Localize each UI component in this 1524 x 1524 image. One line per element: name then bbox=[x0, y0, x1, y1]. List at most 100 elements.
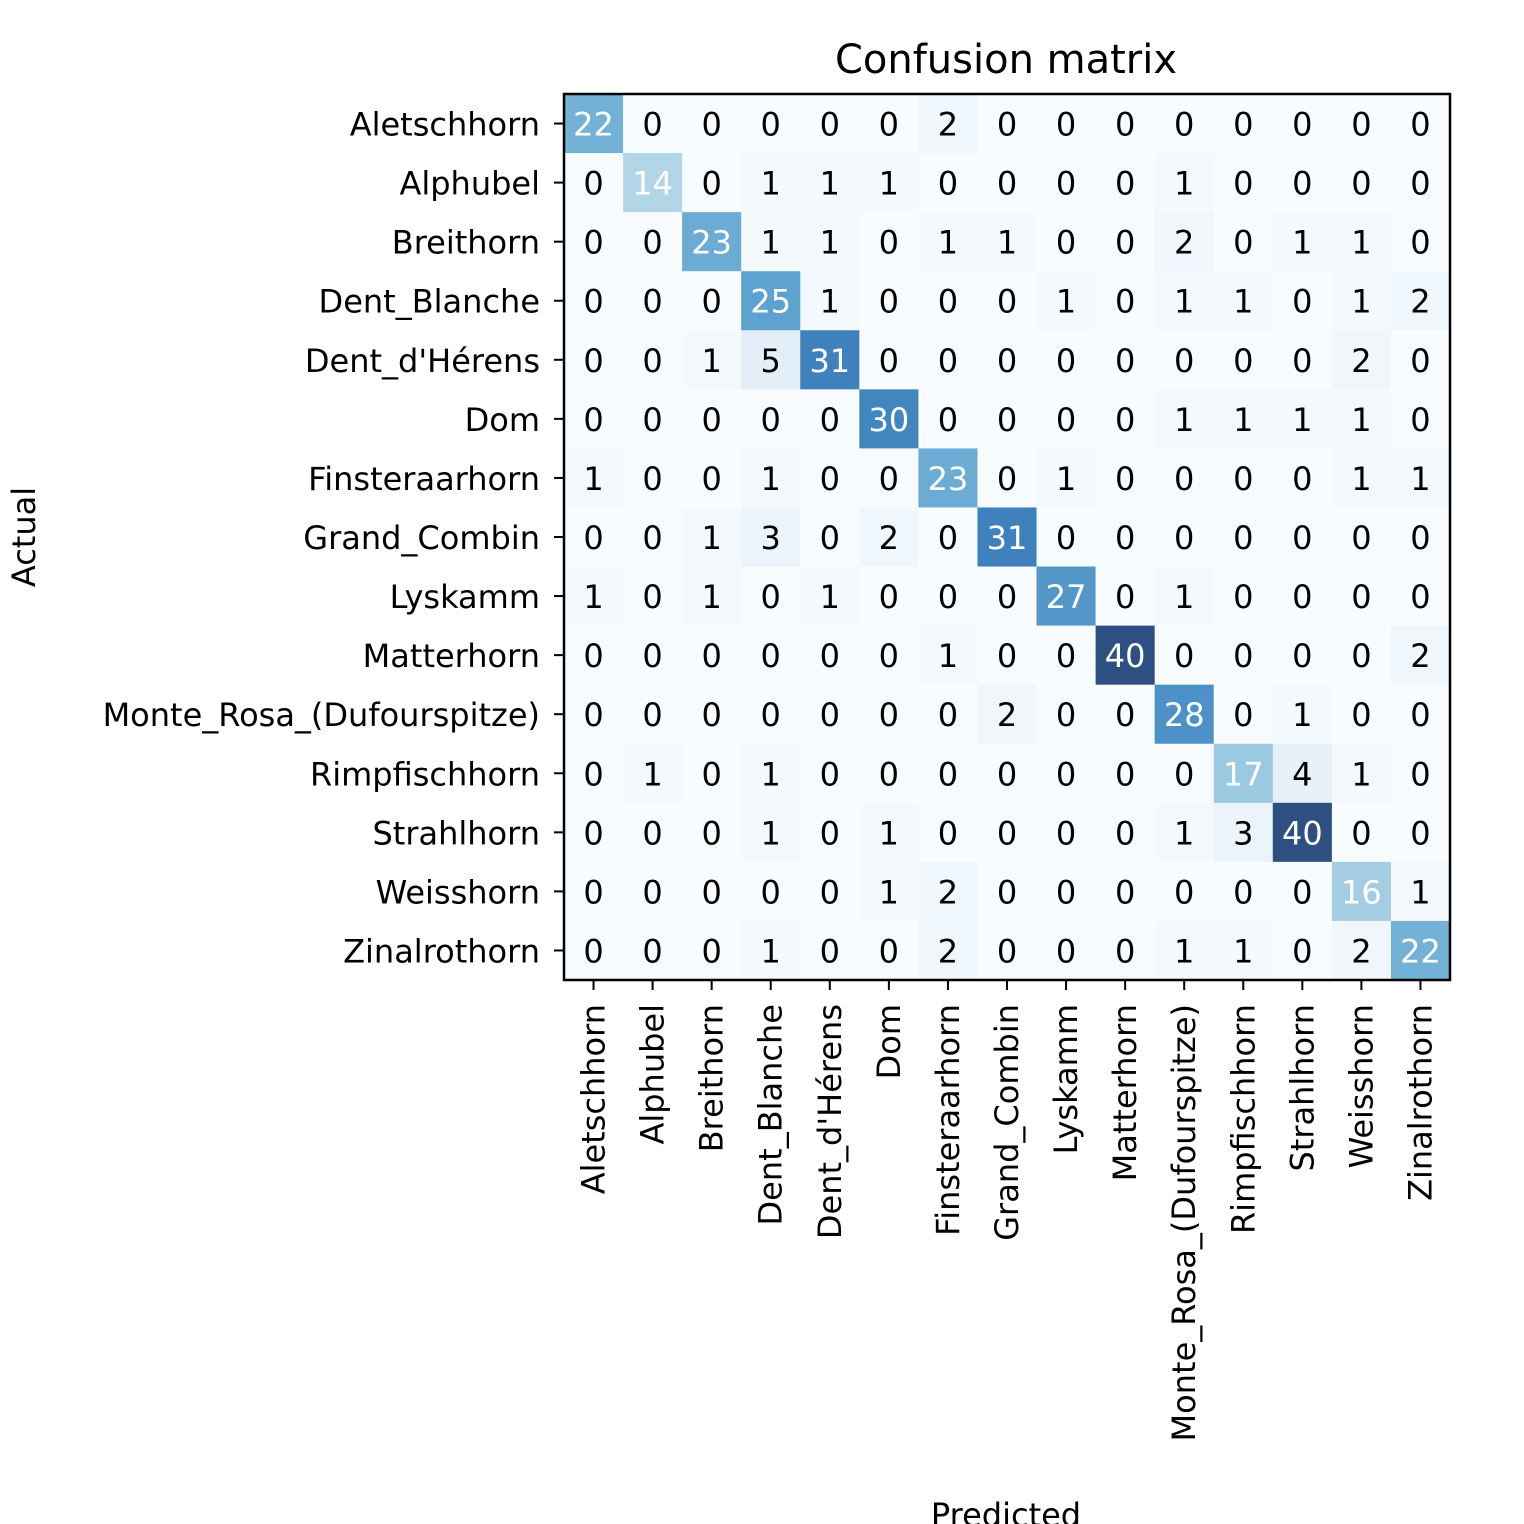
heatmap-cell bbox=[682, 566, 742, 627]
cell-value-label: 0 bbox=[997, 401, 1017, 439]
cell-value-label: 0 bbox=[997, 342, 1017, 380]
x-tick-label: Rimpfischhorn bbox=[1224, 1004, 1262, 1234]
heatmap-cell bbox=[1390, 271, 1451, 331]
x-tick-label: Alphubel bbox=[634, 1004, 672, 1145]
cell-value-label: 0 bbox=[642, 932, 662, 970]
heatmap-cell bbox=[682, 94, 742, 154]
cell-value-label: 0 bbox=[583, 401, 603, 439]
cell-value-label: 0 bbox=[583, 755, 603, 793]
cell-value-label: 0 bbox=[642, 637, 662, 675]
heatmap-cell bbox=[977, 153, 1038, 213]
cell-value-label: 0 bbox=[820, 637, 840, 675]
heatmap-cell bbox=[1213, 507, 1274, 568]
cell-value-label: 1 bbox=[1233, 283, 1253, 321]
heatmap-cell bbox=[918, 920, 978, 981]
cell-value-label: 1 bbox=[1351, 460, 1371, 498]
cell-value-label: 0 bbox=[997, 814, 1017, 852]
cell-value-label: 1 bbox=[701, 342, 721, 380]
cell-value-label: 0 bbox=[820, 755, 840, 793]
heatmap-cell bbox=[859, 920, 919, 981]
cell-value-label: 0 bbox=[701, 283, 721, 321]
heatmap-cell bbox=[741, 920, 801, 981]
cell-value-label: 0 bbox=[642, 814, 662, 852]
cell-value-label: 1 bbox=[1233, 401, 1253, 439]
heatmap-cell bbox=[1390, 920, 1451, 981]
cell-value-label: 0 bbox=[938, 342, 958, 380]
cell-value-label: 0 bbox=[1233, 342, 1253, 380]
heatmap-cell bbox=[1213, 566, 1274, 627]
cell-value-label: 0 bbox=[1115, 696, 1135, 734]
heatmap-cell bbox=[1331, 566, 1392, 627]
heatmap-cell bbox=[1331, 625, 1392, 686]
heatmap-cell bbox=[564, 212, 624, 272]
heatmap-cells bbox=[564, 94, 1451, 981]
heatmap-cell bbox=[977, 330, 1038, 390]
heatmap-cell bbox=[977, 448, 1038, 508]
cell-value-label: 0 bbox=[820, 106, 840, 144]
heatmap-cell bbox=[1272, 153, 1333, 213]
heatmap-cell bbox=[1331, 448, 1392, 508]
cell-value-label: 0 bbox=[1410, 814, 1430, 852]
heatmap-cell bbox=[741, 802, 801, 863]
cell-value-label: 0 bbox=[997, 637, 1017, 675]
cell-value-label: 0 bbox=[583, 932, 603, 970]
cell-value-label: 0 bbox=[1115, 342, 1135, 380]
heatmap-cell bbox=[1331, 684, 1392, 745]
heatmap-cell bbox=[1272, 330, 1333, 390]
cell-value-label: 0 bbox=[642, 106, 662, 144]
cell-value-label: 0 bbox=[583, 165, 603, 203]
x-tick-label: Dom bbox=[870, 1004, 908, 1079]
heatmap-cell bbox=[682, 212, 742, 272]
heatmap-cell bbox=[1036, 625, 1097, 686]
cell-value-label: 0 bbox=[1056, 401, 1076, 439]
cell-value-label: 0 bbox=[761, 696, 781, 734]
cell-value-label: 0 bbox=[1410, 755, 1430, 793]
cell-value-label: 2 bbox=[938, 106, 958, 144]
heatmap-cell bbox=[800, 212, 860, 272]
x-tick-label: Grand_Combin bbox=[988, 1004, 1026, 1241]
cell-value-label: 14 bbox=[632, 165, 673, 203]
cell-value-label: 0 bbox=[583, 814, 603, 852]
cell-value-label: 0 bbox=[1292, 637, 1312, 675]
y-tick-label: Grand_Combin bbox=[303, 519, 540, 557]
heatmap-cell bbox=[1036, 507, 1097, 568]
heatmap-cell bbox=[1154, 94, 1215, 154]
heatmap-cell bbox=[1095, 212, 1156, 272]
cell-value-label: 0 bbox=[1174, 460, 1194, 498]
cell-value-label: 1 bbox=[1351, 401, 1371, 439]
cell-value-label: 0 bbox=[1174, 755, 1194, 793]
y-tick-label: Dent_Blanche bbox=[319, 283, 540, 321]
heatmap-cell bbox=[859, 684, 919, 745]
heatmap-cell bbox=[859, 566, 919, 627]
x-tick-label: Lyskamm bbox=[1047, 1004, 1085, 1154]
cell-value-label: 0 bbox=[583, 342, 603, 380]
cell-value-label: 2 bbox=[938, 873, 958, 911]
cell-value-label: 0 bbox=[879, 755, 899, 793]
cell-value-label: 0 bbox=[761, 106, 781, 144]
heatmap-cell bbox=[1390, 861, 1451, 922]
heatmap-cell bbox=[1213, 625, 1274, 686]
cell-value-label: 0 bbox=[1174, 106, 1194, 144]
heatmap-cell bbox=[1390, 566, 1451, 627]
cell-value-label: 0 bbox=[1115, 755, 1135, 793]
cell-value-label: 0 bbox=[820, 696, 840, 734]
heatmap-cell bbox=[918, 153, 978, 213]
cell-value-label: 0 bbox=[1410, 342, 1430, 380]
heatmap-cell bbox=[800, 684, 860, 745]
heatmap-cell bbox=[977, 507, 1038, 568]
heatmap-cell bbox=[564, 507, 624, 568]
heatmap-cell bbox=[859, 212, 919, 272]
heatmap-cell bbox=[1154, 448, 1215, 508]
cell-value-label: 0 bbox=[1351, 165, 1371, 203]
cell-value-label: 1 bbox=[938, 224, 958, 262]
cell-value-label: 0 bbox=[820, 873, 840, 911]
cell-value-label: 0 bbox=[1410, 401, 1430, 439]
heatmap-cell bbox=[918, 448, 978, 508]
heatmap-cell bbox=[1331, 330, 1392, 390]
cell-value-label: 31 bbox=[809, 342, 850, 380]
cell-value-label: 2 bbox=[938, 932, 958, 970]
cell-value-label: 2 bbox=[1174, 224, 1194, 262]
heatmap-cell bbox=[1272, 566, 1333, 627]
cell-value-label: 0 bbox=[1410, 106, 1430, 144]
x-tick-label: Finsteraarhorn bbox=[929, 1004, 967, 1236]
